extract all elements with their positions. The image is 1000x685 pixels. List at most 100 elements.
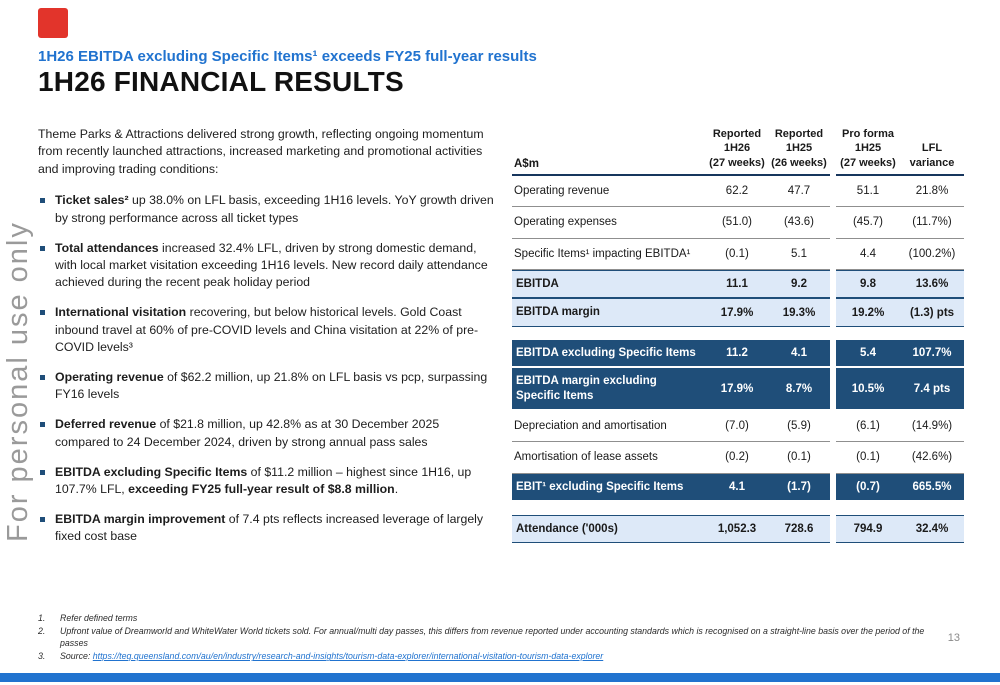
bullet-segment: Total attendances [55, 240, 159, 255]
cell-value: 19.3% [782, 306, 816, 319]
bullet-item: Operating revenue of $62.2 million, up 2… [38, 369, 494, 403]
row-group-left: EBITDA margin excluding Specific Items 17… [512, 368, 830, 409]
cell-value: (7.0) [725, 420, 749, 433]
cell-value: 47.7 [787, 185, 811, 198]
row-label: EBITDA margin excluding Specific Items [516, 375, 657, 402]
bullet-segment: EBITDA excluding Specific Items [55, 464, 248, 479]
col-header-asm: A$m [514, 157, 539, 170]
row-group-right: 794.9 32.4% [836, 515, 964, 544]
bullet-item: Deferred revenue of $21.8 million, up 42… [38, 416, 494, 450]
header-line: (26 weeks) [771, 156, 827, 169]
col-header: Reported 1H26 (27 weeks) [706, 127, 768, 174]
row-group-right: 19.2% (1.3) pts [836, 298, 964, 327]
cell-value: 17.9% [720, 306, 754, 319]
bullet-text: EBITDA margin improvement of 7.4 pts ref… [55, 511, 494, 545]
bullet-segment: Operating revenue [55, 369, 164, 384]
bullet-marker-icon [40, 198, 45, 204]
bullet-segment: up 38.0% on LFL basis, exceeding 1H16 le… [55, 193, 494, 225]
row-group-left: Attendance ('000s) 1,052.3 728.6 [512, 515, 830, 544]
page-number: 13 [947, 632, 960, 644]
bullet-marker-icon [40, 374, 45, 380]
footnote-number: 2. [38, 626, 46, 637]
row-group-right: 4.4 (100.2%) [836, 239, 964, 271]
row-group-right: 5.4 107.7% [836, 339, 964, 367]
table-row: Specific Items¹ impacting EBITDA¹ (0.1) 5.… [512, 239, 964, 271]
bullet-segment: of 7.4 pts reflects increased leverage o… [55, 512, 484, 544]
header-line: LFL [921, 142, 943, 155]
row-group-left: Operating revenue 62.2 47.7 [512, 176, 830, 208]
table-row: Operating expenses (51.0) (43.6) (45.7) (11.… [512, 207, 964, 239]
table-row: EBITDA margin excluding Specific Items 17… [512, 368, 964, 409]
company-logo [38, 8, 68, 38]
cell-value: (51.0) [721, 216, 753, 229]
page-title: 1H26 FINANCIAL RESULTS [38, 66, 404, 97]
footnote: 2. Upfront value of Dreamworld and WhiteW… [38, 626, 928, 649]
table-header: A$m Reported 1H26 (27 weeks) Reported 1H25 (26… [512, 127, 964, 176]
cell-value: 5.1 [791, 247, 807, 260]
bullet-segment: EBITDA margin improvement [55, 512, 226, 527]
cell-value: 1,052.3 [717, 523, 757, 536]
row-group-left: Amortisation of lease assets (0.2) (0.1) [512, 442, 830, 474]
cell-value: 11.1 [726, 278, 748, 291]
footnote: 1. Refer defined terms [38, 613, 928, 624]
cell-value: (42.6%) [911, 451, 953, 464]
col-header: LFL variance [900, 141, 964, 174]
row-group-left: EBIT¹ excluding Specific Items 4.1 (1.7) [512, 473, 830, 501]
bullet-segment: of $62.2 million, up 21.8% on LFL basis … [55, 369, 488, 402]
cell-value: 10.5% [851, 382, 885, 395]
bullet-item: EBITDA excluding Specific Items of $11.2… [38, 464, 494, 498]
table-row: Amortisation of lease assets (0.2) (0.1) (0… [512, 442, 964, 474]
cell-value: 665.5% [912, 480, 952, 493]
bullet-marker-icon [40, 517, 45, 523]
cell-value: (43.6) [783, 216, 815, 229]
table-row: Operating revenue 62.2 47.7 51.1 21.8% [512, 176, 964, 208]
cell-value: 13.6% [915, 278, 949, 291]
cell-value: (6.1) [856, 420, 880, 433]
cell-value: 9.2 [791, 278, 807, 291]
row-label: Depreciation and amortisation [514, 419, 667, 432]
footnote-text: Refer defined terms [60, 613, 138, 623]
header-line: Reported [712, 128, 762, 140]
cell-value: (0.1) [725, 247, 749, 260]
table-body: Operating revenue 62.2 47.7 51.1 21.8% Operat… [512, 176, 964, 544]
cell-value: 7.4 pts [913, 382, 951, 395]
row-group-right: (0.1) (42.6%) [836, 442, 964, 474]
row-group-left: Depreciation and amortisation (7.0) (5.9) [512, 411, 830, 443]
footnote-text: Source: https://teq.queensland.com/au/en… [60, 651, 603, 662]
header-line: 1H25 [854, 142, 882, 155]
row-group-right: (45.7) (11.7%) [836, 207, 964, 239]
bullet-marker-icon [40, 422, 45, 428]
table-row: EBITDA margin 17.9% 19.3% 19.2% (1.3) pts [512, 298, 964, 327]
cell-value: 5.4 [860, 346, 876, 359]
row-group-left: EBITDA excluding Specific Items 11.2 4.1 [512, 339, 830, 367]
header-line: (27 weeks) [840, 156, 896, 169]
watermark-text: For personal use only [2, 221, 34, 542]
bullet-segment: increased 32.4% LFL, driven by strong do… [55, 240, 488, 290]
row-label: EBITDA margin [516, 306, 600, 319]
cell-value: (100.2%) [908, 247, 956, 260]
cell-value: 107.7% [912, 346, 952, 359]
cell-value: 19.2% [851, 306, 885, 319]
cell-value: (0.1) [787, 451, 811, 464]
bullet-text: Ticket sales² up 38.0% on LFL basis, exc… [55, 192, 494, 226]
cell-value: 4.1 [791, 346, 807, 359]
footnote-link[interactable]: https://teq.queensland.com/au/en/industr… [92, 651, 604, 662]
bullet-item: International visitation recovering, but… [38, 304, 494, 356]
bullet-segment: Ticket sales² [55, 193, 129, 208]
table-row: Attendance ('000s) 1,052.3 728.6 794.9 32.4% [512, 515, 964, 544]
footnote-text: Upfront value of Dreamworld and WhiteWat… [60, 626, 925, 648]
slide-subtitle: 1H26 EBITDA excluding Specific Items¹ ex… [38, 48, 537, 65]
footnote-number: 3. [38, 651, 46, 662]
cell-value: 8.7% [785, 382, 813, 395]
financial-table: A$m Reported 1H26 (27 weeks) Reported 1H25 (26… [512, 127, 964, 544]
cell-value: (0.2) [725, 451, 749, 464]
cell-value: 794.9 [853, 523, 883, 536]
row-group-left: Specific Items¹ impacting EBITDA¹ (0.1) 5.… [512, 239, 830, 271]
row-group-right: 9.8 13.6% [836, 270, 964, 299]
bullet-text: International visitation recovering, but… [55, 304, 494, 356]
footnote-source-label: Source: [60, 651, 93, 662]
row-label: EBIT¹ excluding Specific Items [516, 480, 684, 493]
bullet-segment: of $11.2 million – highest since 1H16, u… [55, 464, 472, 496]
cell-value: (0.7) [856, 480, 880, 493]
bullet-segment: recovering, but below historical levels.… [55, 305, 479, 354]
